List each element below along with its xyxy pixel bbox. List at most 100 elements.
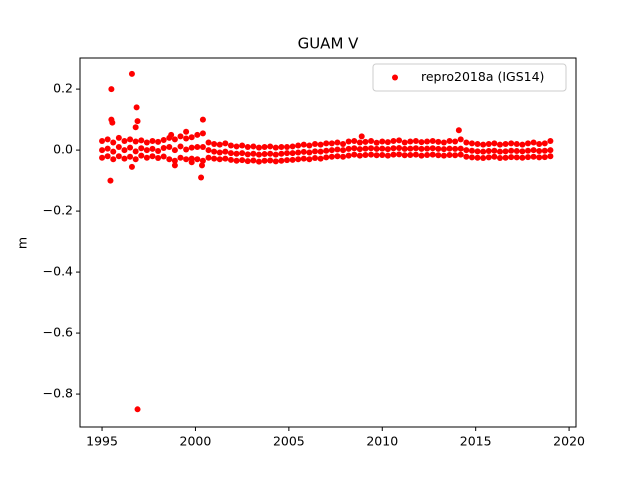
y-tick-label: −0.4 [43,264,73,279]
data-point [216,156,223,163]
data-point [198,162,205,169]
data-point [312,148,319,155]
data-point [368,151,375,158]
data-point [541,140,548,147]
data-point [132,124,139,131]
data-point [496,141,503,148]
data-point [334,146,341,153]
data-point [317,148,324,155]
data-point [396,137,403,144]
data-point [536,154,543,161]
data-point [278,150,285,157]
data-point [183,156,190,163]
data-point [166,156,173,163]
data-point [132,138,139,145]
data-point [440,146,447,153]
data-point [239,157,246,164]
data-point [244,151,251,158]
data-point [519,154,526,161]
data-point [306,142,313,149]
data-point [110,139,117,146]
data-point [379,145,386,152]
data-point [239,150,246,157]
data-point [312,155,319,162]
data-point [373,152,380,159]
legend-marker [392,74,398,81]
data-point [109,119,116,126]
data-point [104,136,111,143]
data-point [502,148,509,155]
data-point [261,157,268,164]
data-point [255,151,262,158]
data-point [222,148,229,155]
data-point [351,137,358,144]
data-point [530,153,537,160]
data-point [134,118,141,125]
data-point [328,140,335,147]
data-point [143,154,150,161]
data-point [261,151,268,158]
data-point [524,140,531,147]
legend-label: repro2018a (IGS14) [421,69,544,84]
data-point [272,158,279,165]
data-point [323,147,330,154]
data-point [384,139,391,146]
data-point [198,174,205,181]
data-point [188,159,195,166]
data-point [356,139,363,146]
data-point [379,138,386,145]
data-point [446,145,453,152]
plot-area [99,70,554,413]
data-point [547,137,554,144]
data-point [250,143,257,150]
data-point [155,138,162,145]
data-point [205,154,212,161]
data-point [121,137,128,144]
data-point [244,158,251,165]
y-tick-label: 0.0 [53,142,73,157]
data-point [463,147,470,154]
data-point [272,144,279,151]
data-point [452,145,459,152]
data-point [508,154,515,161]
data-point [233,157,240,164]
data-point [446,137,453,144]
data-point [513,140,520,147]
data-point [429,151,436,158]
data-point [519,148,526,155]
data-point [536,148,543,155]
data-point [418,152,425,159]
data-point [418,139,425,146]
data-point [115,134,122,141]
data-point [250,157,257,164]
data-point [463,139,470,146]
data-point [536,140,543,147]
data-point [340,153,347,160]
data-point [351,145,358,152]
data-point [435,145,442,152]
data-point [485,154,492,161]
data-point [491,140,498,147]
data-point [424,138,431,145]
data-point [199,130,206,137]
data-point [227,142,234,149]
data-point [496,148,503,155]
data-point [149,153,156,160]
data-point [474,148,481,155]
data-point [328,147,335,154]
x-tick-label: 2010 [366,434,398,449]
data-point [188,144,195,151]
data-point [132,148,139,155]
data-point [424,145,431,152]
data-point [418,145,425,152]
data-point [524,154,531,161]
data-point [166,144,173,151]
data-point [149,145,156,152]
data-point [199,116,206,123]
data-point [407,145,414,152]
data-point [547,147,554,154]
data-point [457,145,464,152]
data-point [334,139,341,146]
y-tick-label: −0.6 [43,325,73,340]
data-point [267,143,274,150]
